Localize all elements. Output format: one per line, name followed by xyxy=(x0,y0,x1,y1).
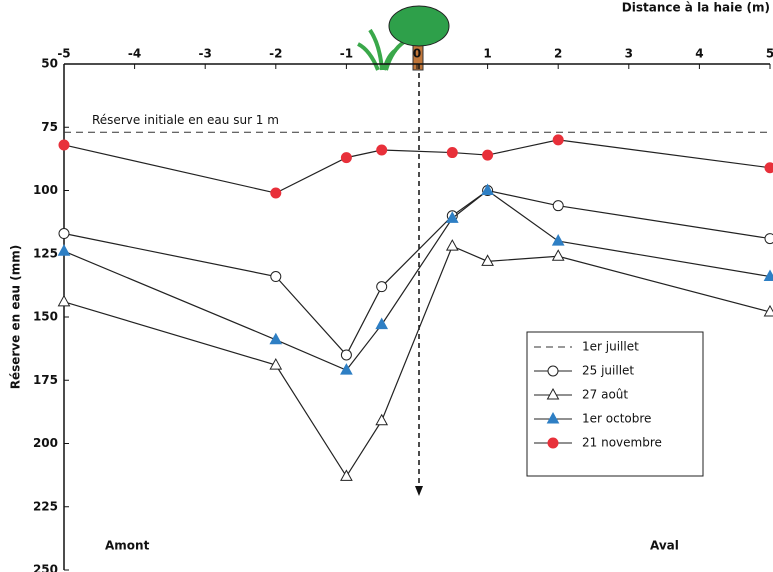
annotation: Aval xyxy=(650,539,679,553)
data-point xyxy=(481,183,494,195)
data-point xyxy=(552,200,564,212)
y-tick-label: 225 xyxy=(33,499,58,513)
y-axis-title: Réserve en eau (mm) xyxy=(9,245,23,390)
x-tick-label: -1 xyxy=(340,47,353,61)
legend-label: 25 juillet xyxy=(582,364,634,378)
x-tick-label: 5 xyxy=(766,47,773,61)
data-point xyxy=(552,134,564,146)
legend-label: 1er octobre xyxy=(582,412,651,426)
x-tick-label: 3 xyxy=(625,47,633,61)
legend-marker xyxy=(547,437,559,449)
data-point xyxy=(340,349,352,361)
data-point xyxy=(481,254,494,266)
series-line xyxy=(63,189,771,371)
x-tick-label: -2 xyxy=(269,47,282,61)
x-tick-label: -5 xyxy=(57,47,70,61)
y-tick-label: 250 xyxy=(33,563,58,572)
y-tick-label: 200 xyxy=(33,436,58,450)
data-point xyxy=(57,294,71,307)
y-tick-label: 150 xyxy=(33,310,58,324)
legend-marker xyxy=(546,411,560,424)
data-point xyxy=(375,317,389,330)
x-tick-label: 1 xyxy=(483,47,491,61)
x-tick-label: 4 xyxy=(695,47,703,61)
arrow-head xyxy=(415,486,423,496)
legend-marker xyxy=(547,365,559,377)
data-point xyxy=(764,162,773,174)
data-point xyxy=(269,358,283,370)
data-point xyxy=(376,281,388,293)
data-point xyxy=(375,413,389,426)
legend-label: 27 août xyxy=(582,388,628,402)
x-tick-label: 2 xyxy=(554,47,562,61)
data-point xyxy=(551,234,565,246)
data-point xyxy=(269,332,283,345)
data-point xyxy=(58,139,70,151)
legend xyxy=(526,331,704,477)
data-point xyxy=(58,228,70,240)
x-tick-label: -3 xyxy=(199,47,212,61)
y-tick-label: 75 xyxy=(41,120,58,134)
data-point xyxy=(482,149,494,161)
reference-label: Réserve initiale en eau sur 1 m xyxy=(92,113,279,127)
y-tick-label: 50 xyxy=(41,57,58,71)
data-point xyxy=(270,187,282,199)
x-axis-title: Distance à la haie (m) xyxy=(622,1,770,15)
x-tick-label: -4 xyxy=(128,47,141,61)
data-point xyxy=(340,469,353,481)
y-tick-label: 125 xyxy=(33,246,58,260)
hedge-icon xyxy=(357,5,450,71)
annotation: Amont xyxy=(105,539,150,553)
data-point xyxy=(446,147,458,159)
data-point xyxy=(57,244,71,256)
data-point xyxy=(445,239,459,251)
legend-label: 1er juillet xyxy=(582,340,639,354)
data-point xyxy=(340,363,353,375)
series-line xyxy=(63,139,771,194)
series-line xyxy=(63,189,771,356)
x-tick-label: 0 xyxy=(413,47,421,61)
data-point xyxy=(340,152,352,164)
y-tick-label: 100 xyxy=(33,183,58,197)
data-point xyxy=(551,249,565,261)
data-point xyxy=(445,211,459,223)
legend-label: 21 novembre xyxy=(582,436,662,450)
data-point xyxy=(764,233,773,245)
data-point xyxy=(270,271,282,283)
series-line xyxy=(63,245,771,478)
legend-marker xyxy=(546,387,560,400)
y-tick-label: 175 xyxy=(33,373,58,387)
data-point xyxy=(376,144,388,156)
